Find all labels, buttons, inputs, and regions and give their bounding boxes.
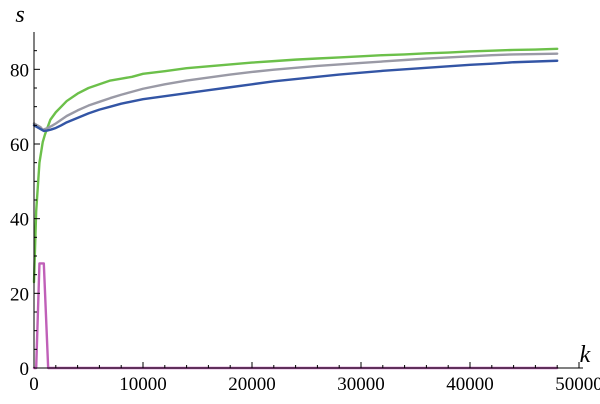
y-axis-label: s xyxy=(15,2,24,28)
x-tick-label: 20000 xyxy=(228,374,276,395)
series-layer xyxy=(32,47,559,370)
series-line-3 xyxy=(32,59,559,133)
y-ticks: 0 20 40 60 80 xyxy=(10,50,40,380)
series-line-1 xyxy=(32,47,559,284)
series-line-4 xyxy=(32,262,559,370)
x-tick-label: 50000 xyxy=(555,374,600,395)
y-tick-label: 40 xyxy=(10,210,29,231)
x-tick-label: 0 xyxy=(29,374,39,395)
y-tick-label: 60 xyxy=(10,135,29,156)
x-axis-label: k xyxy=(580,342,591,368)
y-tick-label: 20 xyxy=(10,284,29,305)
y-tick-label: 80 xyxy=(10,60,29,81)
x-ticks: 0 10000 20000 30000 40000 50000 xyxy=(29,362,600,395)
x-tick-label: 40000 xyxy=(446,374,494,395)
y-tick-label: 0 xyxy=(20,359,30,380)
x-tick-label: 10000 xyxy=(119,374,167,395)
series-line-2 xyxy=(32,52,559,132)
x-tick-label: 30000 xyxy=(337,374,385,395)
